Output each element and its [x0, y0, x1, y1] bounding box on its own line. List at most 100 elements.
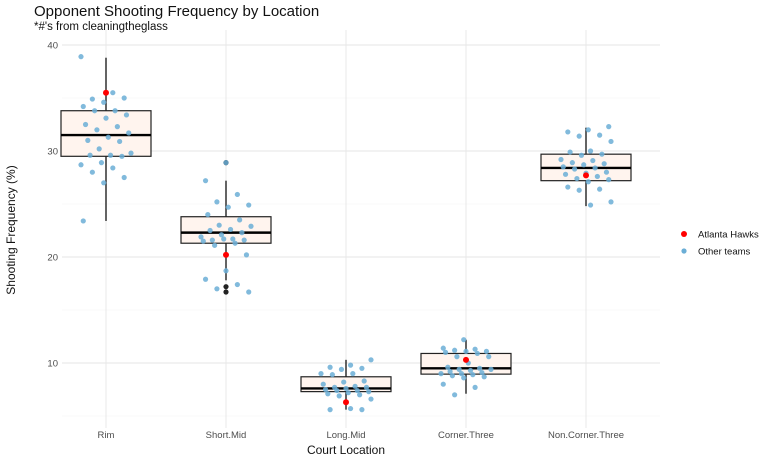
other-team-point — [368, 396, 374, 402]
other-team-point — [361, 378, 367, 384]
other-team-point — [594, 173, 600, 180]
other-team-point — [572, 166, 578, 172]
other-team-point — [470, 372, 476, 378]
other-team-point — [558, 156, 564, 163]
other-team-point — [225, 204, 231, 210]
other-team-point — [80, 103, 86, 110]
other-team-point — [565, 129, 571, 135]
other-team-point — [216, 222, 222, 228]
other-team-point — [239, 230, 245, 236]
other-team-point — [232, 240, 238, 246]
other-team-point — [354, 387, 360, 394]
legend-key — [681, 231, 687, 237]
other-team-point — [105, 134, 111, 140]
chart-title: Opponent Shooting Frequency by Location — [34, 3, 320, 20]
other-team-point — [320, 381, 326, 387]
other-team-point — [214, 199, 220, 205]
y-tick-label: 30 — [47, 147, 58, 158]
x-tick-label: Non.Corner.Three — [548, 430, 624, 441]
other-team-point — [230, 236, 236, 242]
other-team-point — [368, 357, 374, 363]
other-team-point — [341, 379, 347, 385]
other-team-point — [597, 186, 603, 192]
other-team-point — [89, 169, 95, 175]
other-team-point — [121, 95, 127, 101]
other-team-point — [608, 138, 614, 145]
other-team-point — [202, 178, 209, 184]
other-team-point — [366, 389, 372, 395]
other-team-point — [107, 152, 114, 158]
other-team-point — [209, 237, 215, 243]
other-team-point — [234, 191, 240, 198]
other-team-point — [212, 242, 218, 248]
hawks-point — [343, 399, 349, 406]
other-team-point — [327, 407, 333, 413]
other-team-point — [606, 124, 612, 130]
other-team-point — [477, 365, 483, 371]
legend-label: Atlanta Hawks — [698, 230, 759, 241]
box-Rim — [60, 57, 152, 221]
other-team-point — [98, 160, 105, 166]
box-Corner.Three — [420, 339, 512, 394]
y-tick-label: 20 — [47, 253, 58, 264]
box-Non.Corner.Three — [540, 127, 632, 207]
other-team-point — [80, 218, 86, 224]
other-team-point — [347, 362, 354, 368]
chart-subtitle: *#'s from cleaningtheglass — [34, 21, 168, 33]
other-team-point — [456, 366, 462, 372]
other-team-point — [590, 157, 596, 164]
other-team-point — [581, 162, 587, 168]
other-team-point — [205, 212, 211, 218]
other-team-point — [483, 348, 490, 354]
other-team-point — [458, 371, 465, 377]
other-team-point — [359, 407, 365, 413]
other-team-point — [123, 112, 130, 118]
x-tick-label: Long.Mid — [326, 430, 365, 441]
other-team-point — [567, 149, 573, 155]
other-team-point — [325, 391, 331, 397]
other-team-point — [454, 354, 460, 360]
other-team-point — [200, 238, 206, 244]
other-team-point — [338, 366, 345, 372]
other-team-point — [608, 199, 614, 205]
other-team-point — [221, 236, 227, 242]
other-team-point — [576, 187, 582, 193]
other-team-point — [110, 90, 116, 96]
other-team-point — [243, 252, 250, 258]
other-team-point — [440, 345, 446, 351]
other-team-point — [597, 132, 603, 138]
legend-key — [681, 248, 687, 254]
other-team-point — [207, 227, 213, 234]
other-team-point — [126, 130, 132, 136]
other-team-point — [336, 393, 342, 399]
other-team-point — [114, 124, 120, 130]
other-team-point — [223, 160, 229, 166]
other-team-point — [599, 151, 605, 157]
y-tick-label: 10 — [47, 359, 58, 370]
other-team-point — [452, 347, 458, 353]
other-team-point — [94, 127, 100, 133]
x-axis-title: Court Location — [307, 443, 385, 457]
other-team-point — [463, 348, 469, 354]
other-team-point — [481, 374, 487, 380]
other-team-point — [472, 384, 478, 390]
other-team-point — [569, 160, 575, 166]
other-team-point — [585, 127, 591, 133]
other-team-point — [202, 276, 209, 282]
other-team-point — [488, 366, 494, 372]
other-team-point — [318, 371, 324, 377]
other-team-point — [112, 108, 118, 114]
other-team-point — [352, 383, 358, 389]
other-team-point — [461, 375, 467, 381]
other-team-point — [234, 281, 240, 288]
other-team-point — [574, 175, 580, 182]
other-team-point — [87, 152, 93, 158]
other-team-point — [603, 169, 610, 175]
other-team-point — [442, 349, 449, 355]
other-team-point — [606, 177, 612, 183]
other-team-point — [322, 386, 329, 393]
other-team-point — [452, 392, 458, 398]
legend-label: Other teams — [698, 247, 751, 258]
other-team-point — [101, 180, 107, 186]
